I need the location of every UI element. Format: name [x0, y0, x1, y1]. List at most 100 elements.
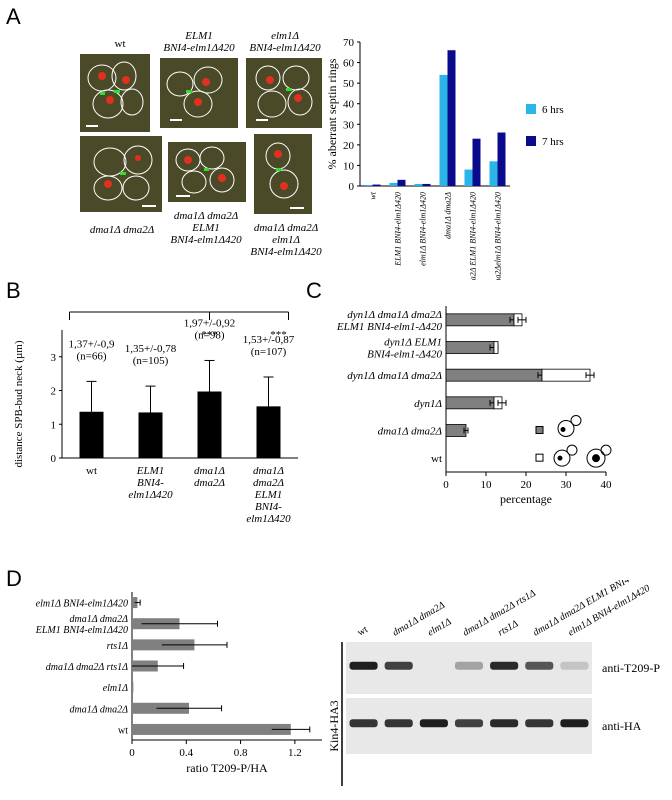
chart-d: 0 0.4 0.8 1.2 ratio T209-P/HA wt dma1Δ dma2Δ el… [35, 592, 322, 775]
bar [138, 412, 163, 458]
x-tick-label: elm1Δ420 [246, 513, 291, 525]
x-tick-label: 40 [601, 479, 613, 491]
cell-schematic-icon [557, 455, 563, 461]
x-axis-label: percentage [500, 492, 552, 506]
y-tick-label: dyn1Δ dma1Δ dma2Δ [347, 370, 442, 382]
y-tick-label: 70 [343, 37, 355, 49]
lane-label: wt [356, 624, 370, 639]
value-annotation: 1,53+/-0,87 [243, 334, 295, 346]
y-tick-label: dma1Δ dma2Δ [378, 426, 442, 438]
cell-schematic-icon [557, 420, 575, 437]
x-tick-label: 1.2 [288, 747, 302, 759]
cell-schematic-icon [566, 444, 578, 456]
y-tick-label: 40 [343, 99, 355, 111]
x-tick-label: 10 [481, 479, 493, 491]
y-axis-label: % aberrant septin rings [325, 58, 339, 169]
blot-row-label: anti-HA [602, 719, 642, 733]
bar [79, 411, 104, 458]
blot-band [384, 661, 413, 670]
bar [132, 681, 134, 693]
blot-band [560, 719, 589, 728]
micrograph-label: dma1Δ dma2Δ [89, 224, 155, 236]
bar-segment [445, 368, 543, 382]
micrograph-label: dma1Δ dma2Δ elm1Δ BNI4-elm1Δ420 [250, 222, 322, 258]
y-tick-label: 0 [51, 453, 57, 465]
bar [439, 74, 448, 186]
x-tick-label: dma1Δ [194, 465, 225, 477]
bar [389, 182, 398, 186]
x-tick-label: elm1Δ BNI4-elm1Δ420 [419, 192, 428, 266]
bar [397, 179, 406, 186]
legend-label: 6 hrs [542, 104, 564, 116]
bar [256, 406, 281, 458]
legend-label: 7 hrs [542, 136, 564, 148]
panel-letter-b: B [6, 278, 21, 303]
blot-band [349, 661, 378, 670]
value-annotation: 1,35+/-0,78 [125, 343, 177, 355]
chart-c: 0 10 20 30 40 percentage wt dma1Δ dma2Δ dyn1Δ dyn… [336, 306, 613, 506]
y-axis-label: distance SPB-bud neck (µm) [13, 340, 25, 467]
count-annotation: (n=66) [76, 350, 106, 362]
blot-band [384, 719, 413, 728]
bar [489, 161, 498, 186]
y-tick-label: 60 [343, 58, 355, 70]
y-tick-label: dyn1Δ [414, 398, 442, 410]
x-tick-label: dma2Δ [253, 477, 284, 489]
cell-schematic-icon [560, 427, 566, 432]
bar-segment [445, 341, 495, 354]
bar [472, 138, 481, 186]
blot-band [454, 719, 484, 728]
x-tick-label: dma1Δ [253, 465, 284, 477]
significance-mark: *** [201, 329, 218, 341]
y-tick-label: wt [431, 453, 442, 465]
y-tick-label: 1 [51, 419, 57, 431]
bar [372, 184, 381, 186]
x-tick-label: ELM1 BNI4-elm1Δ420 [394, 192, 403, 267]
bar-segment [445, 424, 467, 437]
y-tick-label: dma1Δ dma2Δ rts1Δ [46, 662, 128, 673]
legend-swatch [535, 426, 544, 434]
legend-swatch [535, 453, 544, 462]
x-tick-label: wt [86, 465, 97, 477]
chart-b: 0 1 2 3 distance SPB-bud neck (µm) 1,37+/-0,9… [13, 311, 298, 525]
y-tick-label: 0 [349, 181, 355, 193]
panel-letter-d: D [6, 566, 22, 591]
y-tick-label: 2 [51, 386, 57, 398]
bar [464, 169, 473, 186]
x-axis-label: ratio T209-P/HA [186, 761, 268, 775]
blot-band [490, 719, 519, 728]
y-tick-label: ELM1 BNI4-elm1Δ420 [35, 625, 128, 636]
bar [422, 183, 431, 186]
y-tick-label: 10 [343, 160, 355, 172]
legend-swatch [526, 136, 536, 146]
count-annotation: (n=98) [194, 329, 224, 341]
bar-segment [445, 313, 515, 327]
significance-mark: *** [270, 329, 287, 341]
y-tick-label: rts1Δ [107, 641, 129, 652]
x-tick-label: 0 [443, 479, 449, 491]
x-tick-label: 20 [521, 479, 533, 491]
cell-schematic-icon [600, 444, 612, 456]
panel-letter-a: A [6, 4, 21, 29]
blot-band [525, 661, 554, 670]
x-tick-label: 0 [129, 747, 135, 759]
blot-band [525, 719, 554, 728]
x-tick-label: ELM1 [254, 489, 283, 501]
blot-band [349, 719, 378, 728]
panel-letter-c: C [306, 278, 322, 303]
y-tick-label: wt [118, 725, 128, 736]
x-tick-label: ELM1 [136, 465, 165, 477]
bar [364, 184, 373, 186]
blot-side-label: Kin4-HA3 [330, 700, 341, 751]
y-tick-label: 50 [343, 78, 355, 90]
micrograph-image [160, 58, 238, 128]
x-tick-label: BNI4- [137, 477, 164, 489]
y-tick-label: dyn1Δ ELM1 [384, 337, 442, 349]
x-tick-label: 0.8 [234, 747, 248, 759]
lane-label: rts1Δ [496, 618, 520, 638]
x-tick-label: BNI4- [255, 501, 282, 513]
y-tick-label: dyn1Δ dma1Δ dma2Δ [347, 309, 442, 321]
x-tick-label: dma1Δ dma2Δ [444, 192, 453, 239]
x-tick-label: 30 [561, 479, 573, 491]
x-tick-label: wt [369, 191, 378, 199]
